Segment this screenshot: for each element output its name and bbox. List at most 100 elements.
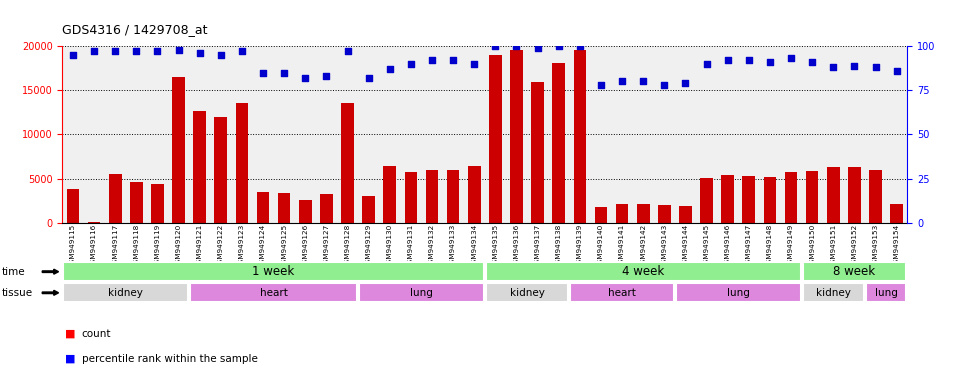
Bar (636, 204, 650, 223)
Point (488, 43, 503, 49)
Point (762, 59, 778, 65)
Bar (700, 178, 713, 223)
Bar (341, 104, 354, 223)
Text: ■: ■ (65, 329, 76, 339)
Bar (869, 170, 882, 223)
Point (403, 61, 419, 67)
Point (783, 55, 799, 61)
Point (467, 61, 482, 67)
Bar (531, 82, 544, 223)
Point (572, 43, 588, 49)
Text: kidney: kidney (108, 288, 143, 298)
Text: GDS4316 / 1429708_at: GDS4316 / 1429708_at (62, 23, 208, 36)
Text: time: time (2, 266, 26, 277)
Text: kidney: kidney (816, 288, 851, 298)
Text: heart: heart (608, 288, 636, 298)
Text: tissue: tissue (2, 288, 33, 298)
Bar (235, 104, 249, 223)
Point (614, 78, 630, 84)
Bar (784, 172, 798, 223)
Bar (299, 200, 312, 223)
Bar (277, 193, 291, 223)
Bar (594, 207, 608, 223)
Bar (866, 283, 906, 302)
Point (826, 64, 841, 70)
Bar (320, 194, 333, 223)
Text: lung: lung (875, 288, 898, 298)
Text: kidney: kidney (510, 288, 544, 298)
Point (509, 43, 524, 49)
Point (192, 50, 207, 56)
Bar (570, 283, 674, 302)
Bar (446, 170, 460, 223)
Bar (108, 174, 122, 223)
Bar (63, 283, 188, 302)
Bar (193, 111, 206, 223)
Bar (658, 205, 671, 223)
Bar (172, 77, 185, 223)
Point (889, 68, 904, 74)
Text: heart: heart (259, 288, 288, 298)
Bar (486, 283, 568, 302)
Point (530, 45, 545, 51)
Bar (425, 170, 439, 223)
Text: 1 week: 1 week (252, 265, 295, 278)
Bar (190, 283, 357, 302)
Text: ■: ■ (65, 354, 76, 364)
Point (108, 48, 123, 55)
Bar (803, 283, 864, 302)
Bar (151, 184, 164, 223)
Point (551, 43, 566, 49)
Bar (742, 176, 756, 223)
Point (255, 70, 271, 76)
Bar (66, 189, 80, 223)
Bar (130, 182, 143, 223)
Bar (827, 167, 840, 223)
Bar (359, 283, 484, 302)
Point (636, 78, 651, 84)
Text: 4 week: 4 week (622, 265, 664, 278)
Bar (552, 63, 565, 223)
Point (720, 57, 735, 63)
Point (868, 64, 883, 70)
Point (847, 63, 862, 69)
Bar (362, 196, 375, 223)
Point (593, 82, 609, 88)
Bar (615, 204, 629, 223)
Bar (679, 206, 692, 223)
Point (171, 46, 186, 53)
Text: lung: lung (410, 288, 433, 298)
Point (65, 52, 81, 58)
Bar (848, 167, 861, 223)
Point (213, 52, 228, 58)
Bar (486, 262, 801, 281)
Bar (404, 172, 418, 223)
Bar (573, 50, 587, 223)
Bar (763, 177, 777, 223)
Point (699, 61, 714, 67)
Bar (676, 283, 801, 302)
Point (382, 66, 397, 72)
Point (340, 48, 355, 55)
Bar (510, 50, 523, 223)
Text: 8 week: 8 week (833, 265, 876, 278)
Bar (803, 262, 906, 281)
Bar (721, 175, 734, 223)
Point (276, 70, 292, 76)
Bar (63, 262, 484, 281)
Point (361, 75, 376, 81)
Point (678, 80, 693, 86)
Bar (87, 222, 101, 223)
Point (741, 57, 756, 63)
Point (234, 48, 250, 55)
Bar (468, 166, 481, 223)
Text: percentile rank within the sample: percentile rank within the sample (82, 354, 257, 364)
Point (129, 48, 144, 55)
Text: count: count (82, 329, 111, 339)
Point (86, 48, 102, 55)
Bar (489, 55, 502, 223)
Point (424, 57, 440, 63)
Point (298, 75, 313, 81)
Point (319, 73, 334, 79)
Bar (890, 204, 903, 223)
